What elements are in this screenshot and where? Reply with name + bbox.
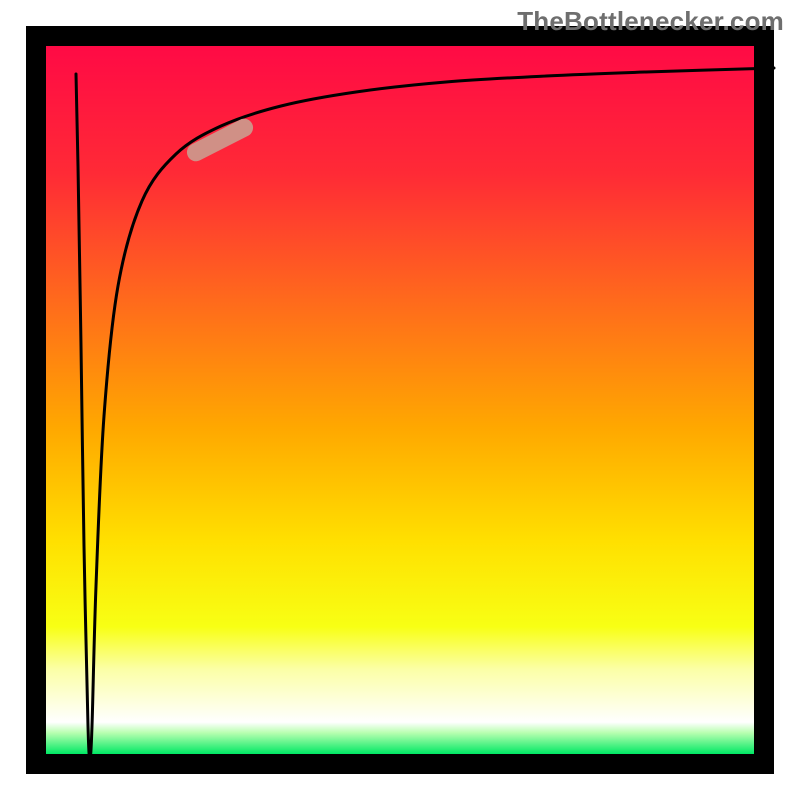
bottleneck-chart [0,0,800,800]
gradient-background [46,46,754,754]
watermark-text: TheBottlenecker.com [517,6,784,37]
chart-container: TheBottlenecker.com [0,0,800,800]
